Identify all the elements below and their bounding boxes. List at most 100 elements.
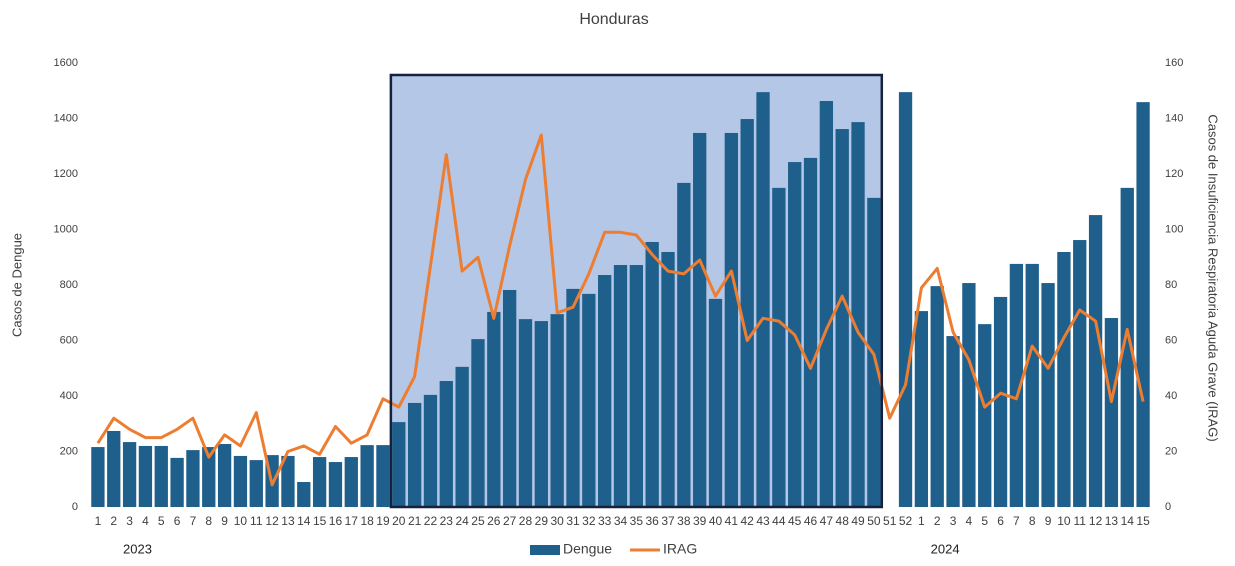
x-tick-label: 46 <box>804 514 818 528</box>
x-tick-label: 18 <box>360 514 374 528</box>
bar <box>233 455 248 507</box>
bar <box>835 129 849 508</box>
bar <box>249 460 263 507</box>
x-tick-label: 26 <box>487 514 501 528</box>
x-tick-label: 30 <box>550 514 564 528</box>
bar <box>186 450 200 507</box>
x-tick-label: 40 <box>709 514 723 528</box>
bar <box>281 455 295 507</box>
y2-tick-label: 80 <box>1165 279 1177 291</box>
x-tick-label: 24 <box>455 514 469 528</box>
bar <box>502 289 517 507</box>
bar <box>328 462 343 507</box>
x-tick-label: 6 <box>174 514 181 528</box>
y-tick-label: 200 <box>60 445 78 457</box>
line <box>96 133 1145 487</box>
bar <box>376 445 390 507</box>
x-tick-label: 23 <box>440 514 454 528</box>
bar <box>898 92 913 507</box>
x-tick-label: 52 <box>899 514 913 528</box>
bar <box>1041 283 1055 507</box>
y2-tick-label: 40 <box>1165 390 1177 402</box>
bar <box>772 187 786 507</box>
x-tick-label: 11 <box>250 514 263 528</box>
y-tick-label: 800 <box>60 279 78 291</box>
bar <box>534 321 548 507</box>
x-tick-label: 42 <box>741 514 755 528</box>
bar <box>439 381 453 507</box>
x-tick-label: 8 <box>1029 514 1036 528</box>
x-tick-label: 50 <box>867 514 881 528</box>
bar <box>407 402 422 507</box>
y-axis-title: Casos de Dengue <box>9 233 24 337</box>
bar <box>138 445 153 507</box>
x-tick-label: 37 <box>661 514 675 528</box>
bar <box>122 442 137 507</box>
bar <box>661 251 675 507</box>
bar <box>740 119 754 508</box>
x-tick-label: 33 <box>598 514 612 528</box>
y-tick-label: 400 <box>60 390 78 402</box>
bar <box>1104 318 1119 507</box>
bar <box>360 445 374 507</box>
y2-tick-label: 0 <box>1165 501 1171 513</box>
x-tick-label: 9 <box>221 514 228 528</box>
bar <box>756 92 770 507</box>
chart-title: Honduras <box>579 11 648 28</box>
bar <box>613 265 628 507</box>
x-tick-label: 2 <box>934 514 941 528</box>
x-tick-label: 14 <box>1121 514 1135 528</box>
bar <box>978 324 992 507</box>
x-tick-label: 34 <box>614 514 628 528</box>
x-tick-label: 14 <box>297 514 311 528</box>
x-tick-label: 49 <box>851 514 865 528</box>
bar <box>217 444 232 507</box>
bar <box>1120 187 1134 507</box>
highlight-border <box>389 73 884 509</box>
year-label: 2024 <box>931 541 960 556</box>
x-tick-label: 41 <box>725 514 739 528</box>
x-tick-label: 45 <box>788 514 802 528</box>
x-tick-label: 47 <box>820 514 834 528</box>
x-tick-label: 3 <box>950 514 957 528</box>
bar <box>598 275 612 507</box>
y2-tick-label: 20 <box>1165 445 1177 457</box>
y2-tick-label: 160 <box>1165 57 1183 69</box>
x-tick-label: 4 <box>966 514 973 528</box>
x-tick-label: 20 <box>392 514 406 528</box>
x-tick-label: 25 <box>471 514 485 528</box>
x-tick-label: 22 <box>424 514 438 528</box>
bar <box>724 132 739 507</box>
bar <box>487 311 501 507</box>
y-tick-label: 1000 <box>54 223 78 235</box>
bar <box>107 430 121 507</box>
bar <box>803 157 818 507</box>
x-tick-label: 31 <box>566 514 580 528</box>
x-tick-label: 13 <box>281 514 295 528</box>
bar <box>471 339 485 507</box>
bar <box>1136 102 1150 507</box>
x-tick-label: 8 <box>205 514 212 528</box>
x-tick-label: 43 <box>756 514 770 528</box>
x-tick-label: 5 <box>981 514 988 528</box>
year-label: 2023 <box>123 541 152 556</box>
bar <box>962 283 976 507</box>
x-tick-label: 28 <box>519 514 533 528</box>
y2-axis-title: Casos de Insuficiencia Respiratoria Agud… <box>1206 114 1221 441</box>
bar <box>914 311 929 507</box>
y-tick-label: 1600 <box>54 57 78 69</box>
bar <box>550 314 564 507</box>
bar <box>645 241 659 508</box>
x-tick-label: 17 <box>345 514 359 528</box>
x-tick-label: 32 <box>582 514 596 528</box>
x-tick-label: 44 <box>772 514 786 528</box>
bar <box>170 457 184 507</box>
bar <box>993 296 1008 507</box>
legend-label: IRAG <box>663 541 697 557</box>
y-tick-label: 1400 <box>54 112 78 124</box>
x-tick-label: 19 <box>376 514 390 528</box>
x-tick-label: 39 <box>693 514 707 528</box>
legend-label: Dengue <box>563 541 612 557</box>
bar <box>582 293 596 507</box>
